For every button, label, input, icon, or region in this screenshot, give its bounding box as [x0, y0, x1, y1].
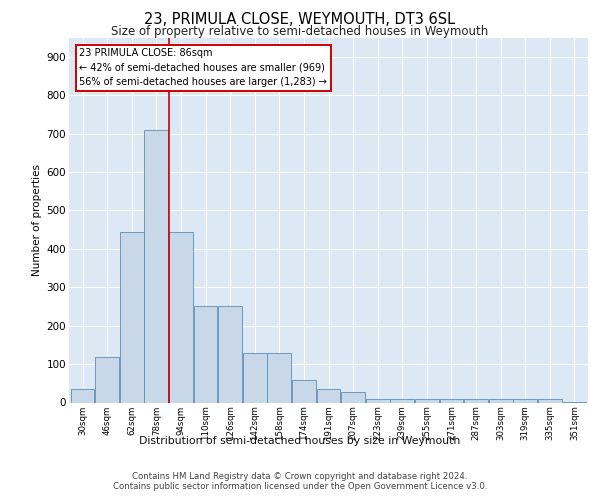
Bar — [489, 400, 512, 402]
Bar — [317, 388, 340, 402]
Bar — [538, 398, 562, 402]
Text: Distribution of semi-detached houses by size in Weymouth: Distribution of semi-detached houses by … — [139, 436, 461, 446]
Bar — [218, 306, 242, 402]
Bar — [268, 352, 291, 403]
Text: Contains HM Land Registry data © Crown copyright and database right 2024.: Contains HM Land Registry data © Crown c… — [132, 472, 468, 481]
Bar — [194, 306, 217, 402]
Bar — [71, 389, 94, 402]
Bar — [243, 352, 266, 403]
Text: Contains public sector information licensed under the Open Government Licence v3: Contains public sector information licen… — [113, 482, 487, 491]
Text: 23 PRIMULA CLOSE: 86sqm
← 42% of semi-detached houses are smaller (969)
56% of s: 23 PRIMULA CLOSE: 86sqm ← 42% of semi-de… — [79, 48, 327, 87]
Bar — [120, 232, 143, 402]
Bar — [292, 380, 316, 402]
Text: 23, PRIMULA CLOSE, WEYMOUTH, DT3 6SL: 23, PRIMULA CLOSE, WEYMOUTH, DT3 6SL — [145, 12, 455, 28]
Bar — [514, 398, 537, 402]
Y-axis label: Number of properties: Number of properties — [32, 164, 43, 276]
Bar — [341, 392, 365, 402]
Bar — [391, 398, 414, 402]
Bar — [415, 398, 439, 402]
Bar — [366, 398, 389, 402]
Bar — [440, 398, 463, 402]
Text: Size of property relative to semi-detached houses in Weymouth: Size of property relative to semi-detach… — [112, 25, 488, 38]
Bar — [464, 398, 488, 402]
Bar — [95, 357, 119, 403]
Bar — [169, 232, 193, 402]
Bar — [145, 130, 168, 402]
